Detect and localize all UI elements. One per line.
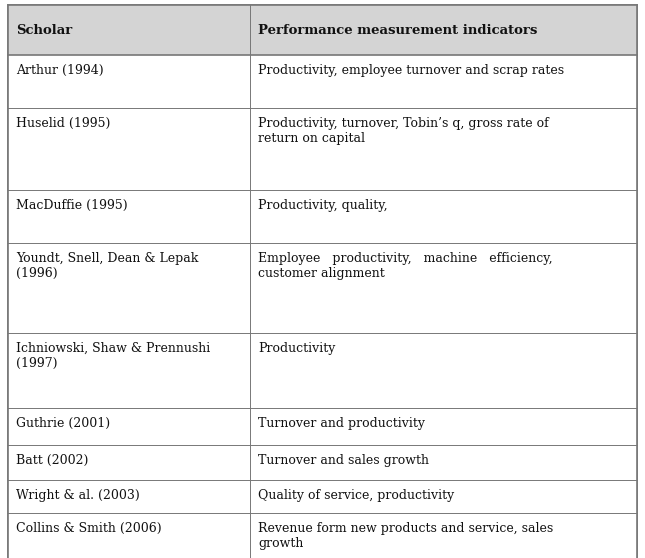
Text: MacDuffie (1995): MacDuffie (1995) xyxy=(16,199,128,212)
Text: Youndt, Snell, Dean & Lepak: Youndt, Snell, Dean & Lepak xyxy=(16,252,199,265)
Bar xyxy=(250,445,637,480)
Text: Huselid (1995): Huselid (1995) xyxy=(16,117,110,130)
Bar xyxy=(250,108,637,190)
Bar xyxy=(250,480,637,513)
Bar xyxy=(8,5,250,55)
Text: (1997): (1997) xyxy=(16,358,57,371)
Bar xyxy=(8,445,250,480)
Text: Productivity, turnover, Tobin’s q, gross rate of: Productivity, turnover, Tobin’s q, gross… xyxy=(258,117,549,130)
Bar xyxy=(8,513,250,558)
Text: Ichniowski, Shaw & Prennushi: Ichniowski, Shaw & Prennushi xyxy=(16,342,210,355)
Text: customer alignment: customer alignment xyxy=(258,267,385,281)
Bar xyxy=(250,243,637,333)
Text: Guthrie (2001): Guthrie (2001) xyxy=(16,417,110,430)
Text: return on capital: return on capital xyxy=(258,132,365,146)
Text: Wright & al. (2003): Wright & al. (2003) xyxy=(16,489,140,502)
Bar xyxy=(250,55,637,108)
Text: growth: growth xyxy=(258,537,303,550)
Bar xyxy=(250,5,637,55)
Bar xyxy=(8,480,250,513)
Text: Turnover and sales growth: Turnover and sales growth xyxy=(258,454,429,467)
Text: Quality of service, productivity: Quality of service, productivity xyxy=(258,489,454,502)
Bar xyxy=(250,333,637,408)
Text: Turnover and productivity: Turnover and productivity xyxy=(258,417,425,430)
Bar xyxy=(8,190,250,243)
Bar xyxy=(250,190,637,243)
Text: Performance measurement indicators: Performance measurement indicators xyxy=(258,23,537,36)
Bar xyxy=(250,408,637,445)
Text: Collins & Smith (2006): Collins & Smith (2006) xyxy=(16,522,162,535)
Text: Productivity, employee turnover and scrap rates: Productivity, employee turnover and scra… xyxy=(258,64,564,77)
Text: Batt (2002): Batt (2002) xyxy=(16,454,88,467)
Bar xyxy=(8,108,250,190)
Bar xyxy=(8,55,250,108)
Text: Revenue form new products and service, sales: Revenue form new products and service, s… xyxy=(258,522,553,535)
Text: Productivity, quality,: Productivity, quality, xyxy=(258,199,388,212)
Text: (1996): (1996) xyxy=(16,267,57,281)
Bar xyxy=(8,333,250,408)
Text: Productivity: Productivity xyxy=(258,342,335,355)
Bar xyxy=(8,243,250,333)
Bar xyxy=(8,408,250,445)
Bar xyxy=(250,513,637,558)
Text: Arthur (1994): Arthur (1994) xyxy=(16,64,104,77)
Text: Employee   productivity,   machine   efficiency,: Employee productivity, machine efficienc… xyxy=(258,252,553,265)
Text: Scholar: Scholar xyxy=(16,23,72,36)
